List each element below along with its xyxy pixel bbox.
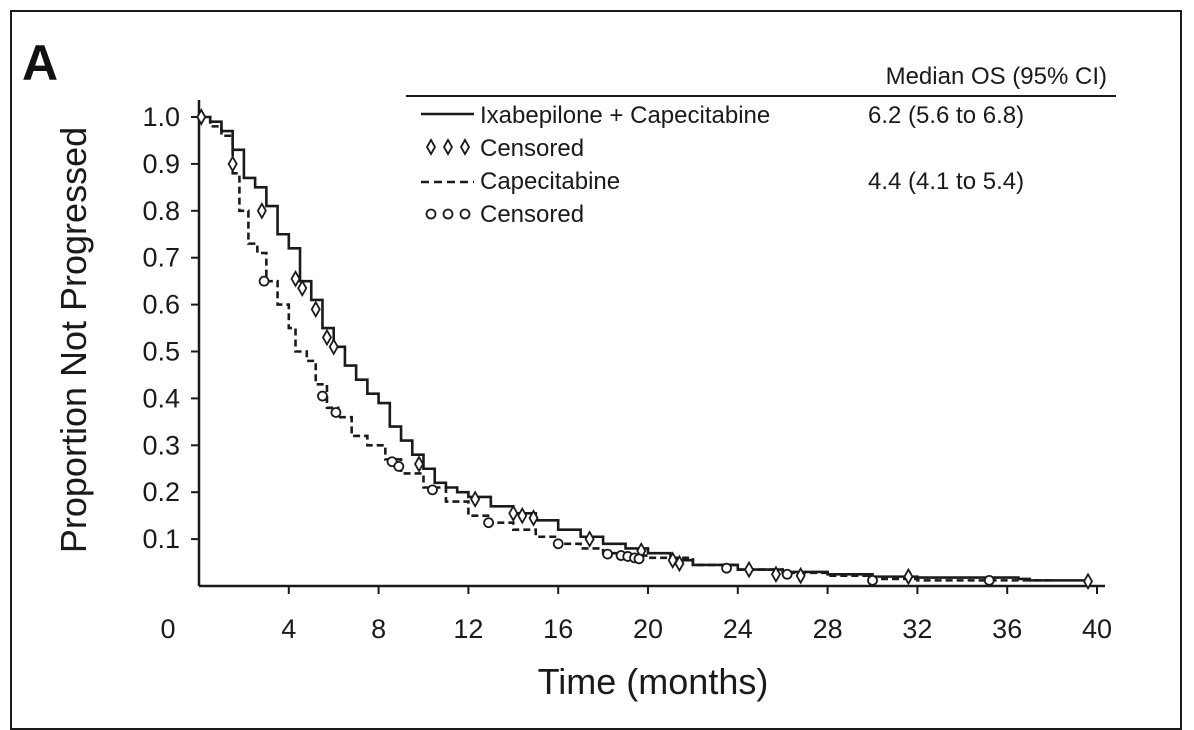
- censor-circle-marker: [983, 574, 995, 586]
- x-tick-label: 40: [1082, 614, 1112, 644]
- legend-entry-label: Capecitabine: [480, 168, 620, 195]
- censor-diamond-marker: [297, 279, 308, 297]
- censor-circle-marker: [552, 538, 564, 550]
- censor-diamond-marker: [674, 554, 685, 573]
- x-tick-label: 12: [453, 614, 483, 644]
- censor-diamond-marker: [584, 530, 595, 548]
- y-tick-label: 0.2: [142, 477, 180, 507]
- censor-circle-marker: [602, 548, 613, 560]
- x-tick-label: 16: [543, 614, 573, 644]
- km-chart: 0 4 8 12 16 20 24 28 32 36 40 0.10.20.30.40.50.60.…: [53, 63, 1116, 702]
- axes: [197, 100, 1105, 588]
- censor-diamond-marker: [508, 504, 519, 523]
- legend-entry-value: 6.2 (5.6 to 6.8): [868, 102, 1024, 129]
- censor-diamond-marker: [770, 565, 782, 584]
- y-tick-label: 0.3: [142, 430, 180, 460]
- y-tick-label: 0.6: [142, 290, 180, 320]
- legend-circle-marker: [425, 208, 437, 220]
- legend-entry-label: Censored: [480, 201, 584, 228]
- censor-circle-marker: [427, 484, 438, 496]
- censor-circle-marker: [781, 568, 793, 580]
- censor-diamond-marker: [321, 328, 333, 347]
- legend-circle-marker: [459, 208, 471, 220]
- x-tick-label: 8: [371, 614, 386, 644]
- y-tick-label: 0.9: [142, 149, 180, 179]
- x-ticks: 0 4 8 12 16 20 24 28 32 36 40: [160, 586, 1112, 644]
- censor-diamond-marker: [470, 490, 481, 509]
- censor-diamond-marker: [196, 108, 207, 126]
- censor-diamond-marker: [903, 567, 914, 586]
- y-tick-label: 1.0: [142, 102, 180, 132]
- censor-diamond-marker: [227, 155, 238, 173]
- censor-diamond-marker: [256, 201, 267, 220]
- x-tick-label: 20: [633, 614, 663, 644]
- censor-circle-marker: [633, 553, 645, 565]
- x-tick-label: 36: [992, 614, 1022, 644]
- x-tick-label: 28: [813, 614, 843, 644]
- censor-diamond-marker: [517, 506, 528, 525]
- legend-diamond-markers: [425, 138, 471, 156]
- censor-diamond-marker: [1082, 572, 1094, 591]
- y-tick-label: 0.5: [142, 337, 180, 367]
- censor-layer: [196, 108, 1094, 591]
- panel-label: A: [22, 35, 59, 91]
- censor-diamond-marker: [328, 337, 339, 356]
- legend-entry-label: Ixabepilone + Capecitabine: [480, 102, 770, 129]
- censor-diamond-marker: [528, 509, 539, 527]
- legend-diamond-marker: [442, 138, 454, 156]
- y-axis-title: Proportion Not Progressed: [53, 127, 94, 553]
- censor-circle-marker: [317, 390, 328, 402]
- legend-entry-value: 4.4 (4.1 to 5.4): [868, 168, 1024, 195]
- x-tick-label: 4: [281, 614, 296, 644]
- legend-circle-markers: [425, 208, 471, 220]
- x-axis-title: Time (months): [538, 661, 769, 702]
- censor-circle-marker: [393, 461, 405, 472]
- censor-circle-marker: [258, 275, 270, 287]
- x-tick-label: 32: [902, 614, 932, 644]
- y-tick-label: 0.4: [142, 383, 180, 413]
- legend-header: Median OS (95% CI): [886, 63, 1107, 90]
- censor-circle-marker: [483, 517, 495, 529]
- series-line-ixabepilone-capecitabine: [199, 115, 1089, 582]
- censor-diamond-marker: [413, 455, 425, 473]
- y-ticks: 0.1 0.2 0.3 0.4 0.5 0.6 0.7 0.8 0.9 1.0: [142, 102, 199, 554]
- censor-circle-marker: [721, 562, 732, 574]
- censor-diamond-marker: [290, 269, 301, 288]
- legend-diamond-marker: [425, 138, 437, 156]
- censor-diamond-marker: [310, 300, 321, 319]
- legend-entry-label: Censored: [480, 135, 584, 162]
- y-tick-label: 0.1: [142, 524, 180, 554]
- censor-diamond-marker: [743, 560, 755, 579]
- legend: Median OS (95% CI) Ixabepilone + Capecit…: [406, 63, 1116, 228]
- y-tick-label: 0.7: [142, 243, 180, 273]
- censor-circle-marker: [867, 574, 878, 586]
- x-tick-label: 0: [160, 614, 175, 644]
- y-tick-label: 0.8: [142, 196, 180, 226]
- legend-diamond-marker: [459, 138, 471, 156]
- censor-diamond-marker: [795, 566, 806, 585]
- legend-circle-marker: [442, 208, 454, 220]
- x-tick-label: 24: [723, 614, 753, 644]
- censor-circle-marker: [330, 407, 342, 418]
